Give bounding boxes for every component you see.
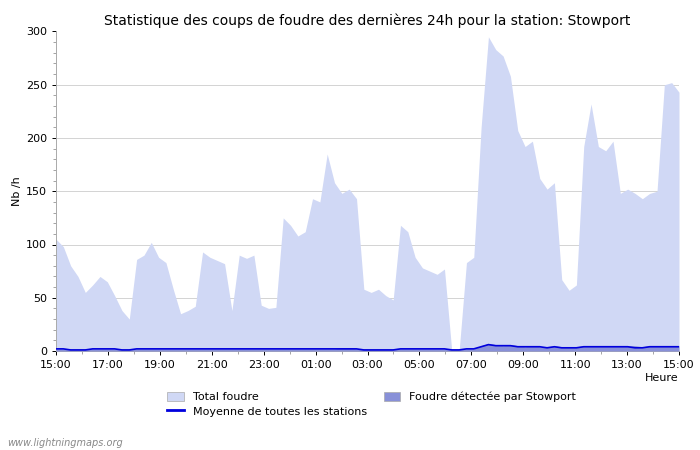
Legend: Total foudre, Moyenne de toutes les stations, Foudre détectée par Stowport: Total foudre, Moyenne de toutes les stat… (167, 392, 576, 417)
Y-axis label: Nb /h: Nb /h (12, 176, 22, 206)
Title: Statistique des coups de foudre des dernières 24h pour la station: Stowport: Statistique des coups de foudre des dern… (104, 13, 631, 27)
Text: www.lightningmaps.org: www.lightningmaps.org (7, 438, 122, 448)
Text: Heure: Heure (645, 374, 679, 383)
